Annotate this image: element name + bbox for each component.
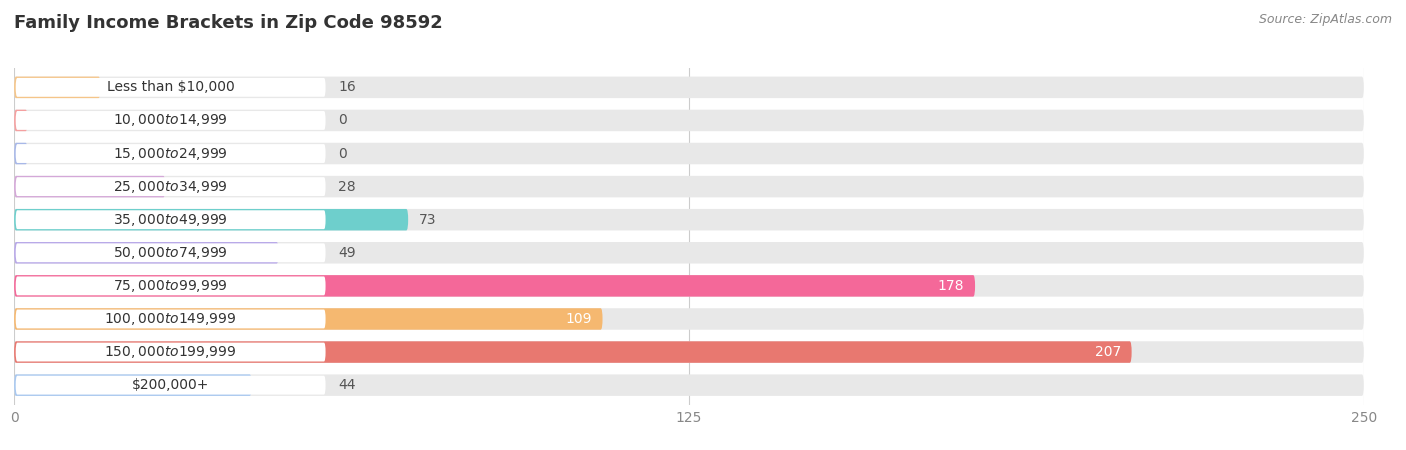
Text: $15,000 to $24,999: $15,000 to $24,999 [114, 145, 228, 162]
FancyBboxPatch shape [14, 374, 252, 396]
FancyBboxPatch shape [14, 209, 408, 230]
Text: 44: 44 [337, 378, 356, 392]
FancyBboxPatch shape [14, 242, 278, 264]
FancyBboxPatch shape [15, 376, 326, 395]
FancyBboxPatch shape [14, 176, 1364, 198]
Text: 109: 109 [565, 312, 592, 326]
FancyBboxPatch shape [15, 177, 326, 196]
FancyBboxPatch shape [14, 110, 28, 131]
FancyBboxPatch shape [14, 308, 603, 330]
FancyBboxPatch shape [15, 78, 326, 97]
Text: 28: 28 [337, 180, 356, 194]
Text: Family Income Brackets in Zip Code 98592: Family Income Brackets in Zip Code 98592 [14, 14, 443, 32]
FancyBboxPatch shape [14, 308, 1364, 330]
Text: 16: 16 [337, 81, 356, 94]
Text: 0: 0 [337, 113, 347, 127]
Text: $150,000 to $199,999: $150,000 to $199,999 [104, 344, 236, 360]
Text: $10,000 to $14,999: $10,000 to $14,999 [114, 112, 228, 128]
FancyBboxPatch shape [14, 143, 1364, 164]
FancyBboxPatch shape [14, 176, 166, 198]
Text: $100,000 to $149,999: $100,000 to $149,999 [104, 311, 236, 327]
FancyBboxPatch shape [14, 76, 1364, 98]
FancyBboxPatch shape [14, 341, 1364, 363]
FancyBboxPatch shape [14, 209, 1364, 230]
FancyBboxPatch shape [14, 143, 28, 164]
Text: 73: 73 [419, 213, 436, 227]
Text: 207: 207 [1095, 345, 1121, 359]
FancyBboxPatch shape [15, 144, 326, 163]
FancyBboxPatch shape [15, 342, 326, 361]
Text: $75,000 to $99,999: $75,000 to $99,999 [114, 278, 228, 294]
Text: $50,000 to $74,999: $50,000 to $74,999 [114, 245, 228, 261]
Text: $200,000+: $200,000+ [132, 378, 209, 392]
FancyBboxPatch shape [14, 275, 1364, 297]
Text: $35,000 to $49,999: $35,000 to $49,999 [114, 212, 228, 228]
FancyBboxPatch shape [14, 242, 1364, 264]
FancyBboxPatch shape [15, 210, 326, 229]
FancyBboxPatch shape [14, 275, 976, 297]
FancyBboxPatch shape [15, 276, 326, 295]
Text: $25,000 to $34,999: $25,000 to $34,999 [114, 179, 228, 194]
Text: 49: 49 [337, 246, 356, 260]
FancyBboxPatch shape [14, 374, 1364, 396]
Text: 0: 0 [337, 147, 347, 161]
FancyBboxPatch shape [14, 76, 100, 98]
Text: 178: 178 [938, 279, 965, 293]
FancyBboxPatch shape [14, 341, 1132, 363]
Text: Source: ZipAtlas.com: Source: ZipAtlas.com [1258, 14, 1392, 27]
FancyBboxPatch shape [15, 111, 326, 130]
Text: Less than $10,000: Less than $10,000 [107, 81, 235, 94]
FancyBboxPatch shape [15, 243, 326, 262]
FancyBboxPatch shape [15, 310, 326, 328]
FancyBboxPatch shape [14, 110, 1364, 131]
